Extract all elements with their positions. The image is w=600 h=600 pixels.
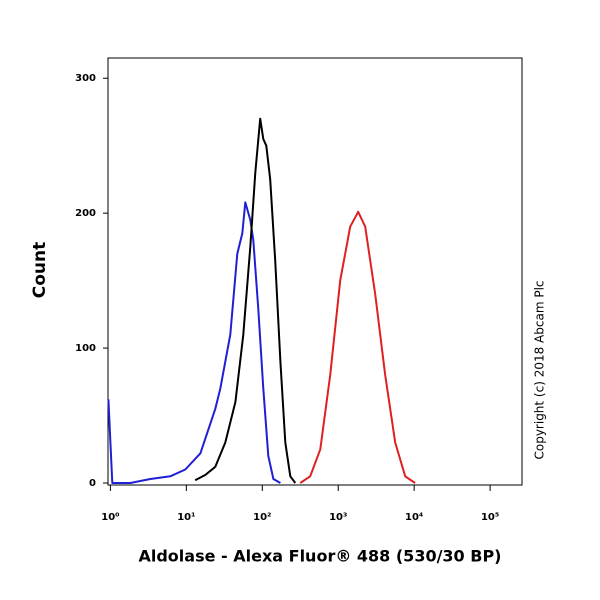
x-tick-label: 10² [253, 512, 271, 523]
x-tick-label: 10⁵ [481, 512, 499, 523]
x-tick-label: 10³ [329, 512, 347, 523]
x-tick-label: 10¹ [177, 512, 195, 523]
series-line [107, 201, 281, 484]
y-tick-label: 0 [89, 478, 96, 489]
x-tick-label: 10⁴ [405, 512, 423, 523]
x-axis-label: Aldolase - Alexa Fluor® 488 (530/30 BP) [138, 547, 501, 566]
y-axis-label: Count [30, 242, 50, 299]
y-tick-label: 300 [75, 73, 96, 84]
series-line [194, 117, 297, 484]
x-tick-label: 10⁰ [101, 512, 119, 523]
plot-frame [107, 57, 523, 486]
series-line [299, 210, 416, 484]
copyright: Copyright (c) 2018 Abcam Plc [533, 280, 547, 459]
y-tick-label: 200 [75, 208, 96, 219]
y-tick-label: 100 [75, 343, 96, 354]
